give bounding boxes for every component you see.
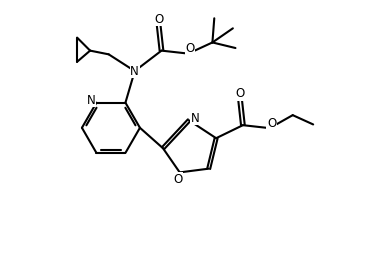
Text: N: N (130, 65, 139, 78)
Text: O: O (154, 13, 163, 26)
Text: O: O (235, 87, 245, 100)
Text: N: N (191, 112, 200, 125)
Text: N: N (87, 94, 96, 107)
Text: O: O (186, 42, 195, 55)
Text: O: O (173, 173, 183, 186)
Text: O: O (267, 117, 276, 130)
